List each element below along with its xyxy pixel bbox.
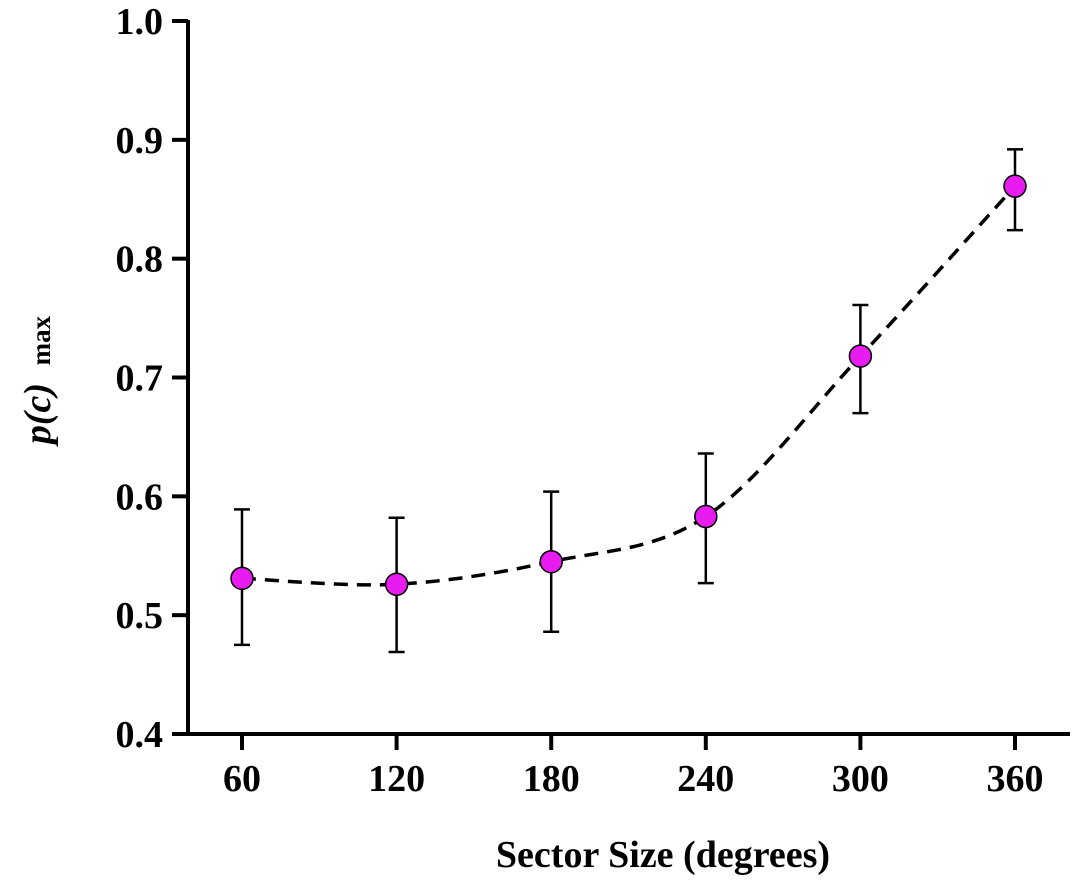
- data-point: [230, 566, 254, 591]
- y-tick-label: 0.8: [116, 239, 164, 281]
- x-axis-ticks: 60 120 180 240 300 360: [223, 734, 1044, 800]
- y-axis-title-main: p(c): [17, 383, 59, 447]
- y-axis-title: p(c) max: [17, 315, 59, 447]
- data-point: [848, 344, 873, 368]
- x-tick-label: 120: [368, 758, 425, 800]
- data-point: [694, 504, 718, 529]
- axes: [186, 20, 1070, 736]
- error-bars: [234, 148, 1023, 654]
- series-line: [241, 185, 1017, 587]
- y-tick-label: 0.4: [116, 714, 164, 756]
- y-tick-label: 0.6: [116, 476, 164, 518]
- data-points: [230, 174, 1027, 597]
- x-axis-title: Sector Size (degrees): [496, 834, 830, 876]
- y-tick-label: 0.9: [116, 120, 164, 162]
- data-point: [1003, 174, 1027, 198]
- y-axis-title-subscript: max: [26, 315, 56, 365]
- y-axis-ticks: 0.4 0.5 0.6 0.7 0.8 0.9 1.0: [116, 1, 188, 756]
- data-point: [539, 549, 563, 574]
- data-point: [384, 572, 409, 597]
- y-tick-label: 0.7: [116, 358, 164, 400]
- x-tick-label: 360: [987, 758, 1044, 800]
- series-lines: [241, 185, 1017, 587]
- x-tick-label: 240: [677, 758, 734, 800]
- y-tick-label: 1.0: [116, 1, 164, 43]
- x-tick-label: 180: [523, 758, 580, 800]
- y-tick-label: 0.5: [116, 595, 164, 637]
- x-tick-label: 300: [832, 758, 889, 800]
- x-tick-label: 60: [223, 758, 261, 800]
